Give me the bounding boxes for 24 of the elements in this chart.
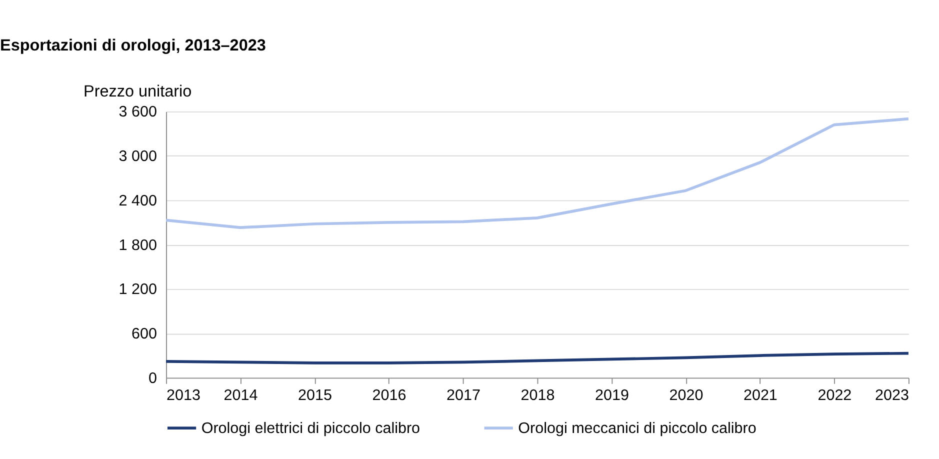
x-tick-label: 2016 [372,387,406,404]
line-series [164,117,910,230]
x-tick-label: 2015 [298,387,332,404]
legend-label: Orologi meccanici di piccolo calibro [518,420,756,437]
x-tick-label: 2022 [818,387,852,404]
x-tick-label: 2019 [595,387,629,404]
legend-label: Orologi elettrici di piccolo calibro [201,420,420,437]
line-series [164,352,910,364]
x-tick-label: 2014 [224,387,258,404]
y-axis-title: Prezzo unitario [84,82,192,101]
x-tick-label: 2018 [520,387,555,404]
y-tick-label: 3 000 [118,148,157,166]
y-tick-label: 2 400 [118,192,157,210]
x-tick-label: 2020 [669,387,704,404]
y-tick-label: 3 600 [118,104,157,121]
x-tick-label: 2017 [446,387,480,404]
x-tick-label: 2023 [875,387,909,404]
y-tick-label: 600 [132,326,157,343]
x-tick-label: 2013 [166,387,200,404]
y-tick-label: 1 800 [118,236,157,254]
x-tick-label: 2021 [743,387,778,404]
y-tick-label: 0 [148,370,157,387]
chart-title: Esportazioni di orologi, 2013–2023 [0,36,266,54]
y-tick-label: 1 200 [118,281,157,298]
